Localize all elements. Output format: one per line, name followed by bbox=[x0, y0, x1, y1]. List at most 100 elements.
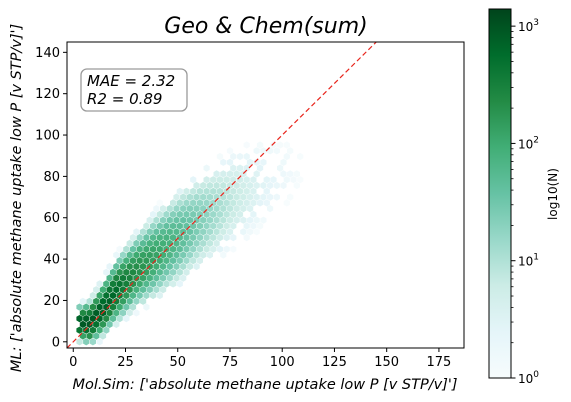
hexbin-cell bbox=[109, 291, 117, 300]
y-tick-label: 140 bbox=[35, 46, 60, 61]
stat-r2: R2 = 0.89 bbox=[87, 90, 162, 108]
colorbar-tick-label: 102 bbox=[518, 135, 539, 151]
hexbin-cell bbox=[150, 257, 157, 265]
hexbin-cell bbox=[250, 187, 257, 195]
hexbin-cell bbox=[270, 141, 277, 149]
hexbin-cell bbox=[170, 234, 177, 242]
hexbin-cell bbox=[133, 251, 140, 259]
hexbin-cell bbox=[230, 199, 237, 207]
hexbin-cell bbox=[126, 309, 133, 317]
hexbin-cell bbox=[143, 280, 150, 288]
hexbin-cell bbox=[173, 205, 180, 213]
hexbin-cell bbox=[116, 315, 123, 323]
hexbin-cell bbox=[133, 262, 140, 271]
hexbin-cell bbox=[260, 216, 267, 224]
hexbin-cell bbox=[153, 286, 160, 294]
colorbar-label: log10(N) bbox=[546, 168, 560, 220]
hexbin-cell bbox=[133, 239, 140, 247]
hexbin-cell bbox=[156, 245, 163, 253]
hexbin-cell bbox=[163, 257, 170, 265]
hexbin-cell bbox=[203, 222, 210, 230]
hexbin-cell bbox=[126, 239, 133, 247]
hexbin-cell bbox=[76, 326, 83, 334]
hexbin-cell bbox=[156, 199, 163, 207]
hexbin-cell bbox=[166, 228, 173, 236]
stat-mae: MAE = 2.32 bbox=[87, 72, 175, 90]
hexbin-cell bbox=[166, 216, 173, 224]
hexbin-cell bbox=[143, 291, 150, 300]
colorbar: 100 101 102 103 log10(N) bbox=[488, 8, 560, 386]
hexbin-cell bbox=[113, 274, 120, 282]
hexbin-cell bbox=[200, 239, 207, 247]
hexbin-cell bbox=[240, 193, 247, 201]
hexbin-cell bbox=[256, 141, 264, 149]
hexbin-cell bbox=[163, 280, 170, 288]
hexbin-cell bbox=[226, 158, 234, 166]
hexbin-cell bbox=[89, 338, 96, 346]
hexbin-cell bbox=[160, 216, 167, 224]
hexbin-cell bbox=[277, 164, 284, 172]
hexbin-cell bbox=[220, 170, 227, 178]
hexbin-cell bbox=[223, 245, 230, 253]
hexbin-cell bbox=[186, 239, 193, 247]
hexbin-cell bbox=[173, 193, 180, 201]
hexbin-cell bbox=[103, 291, 110, 300]
hexbin-cell bbox=[119, 251, 127, 259]
hexbin-cell bbox=[243, 141, 250, 149]
hexbin-cell bbox=[283, 141, 290, 149]
hexbin-cell bbox=[126, 297, 133, 305]
hexbin-cell bbox=[233, 193, 240, 201]
hexbin-cell bbox=[186, 228, 193, 236]
hexbin-cell bbox=[236, 210, 244, 218]
hexbin-cell bbox=[123, 245, 130, 253]
hexbin-cell bbox=[99, 332, 107, 340]
hexbin-cell bbox=[233, 181, 240, 190]
hexbin-cell bbox=[160, 228, 167, 236]
hexbin-cell bbox=[240, 181, 247, 190]
hexbin-cell bbox=[190, 187, 197, 195]
hexbin-cell bbox=[126, 274, 133, 282]
hexbin-cell bbox=[173, 262, 180, 271]
hexbin-cell bbox=[136, 234, 143, 242]
hexbin-cell bbox=[210, 210, 217, 218]
hexbin-cell bbox=[186, 262, 193, 271]
hexbin-cell bbox=[216, 187, 224, 195]
hexbin-cell bbox=[223, 222, 230, 230]
hexbin-cell bbox=[113, 320, 120, 328]
hexbin-cell bbox=[186, 205, 193, 213]
hexbin-cell bbox=[173, 239, 180, 247]
hexbin-cell bbox=[153, 251, 160, 259]
hexbin-cell bbox=[200, 251, 207, 259]
hexbin-cell bbox=[166, 251, 173, 259]
hexbin-cell bbox=[246, 193, 254, 201]
hexbin-cell bbox=[223, 210, 230, 218]
hexbin-cell bbox=[216, 176, 224, 184]
y-axis: 0 20 40 60 80 100 120 140 bbox=[35, 46, 67, 350]
hexbin-cell bbox=[176, 257, 183, 265]
hexbin-cell bbox=[206, 216, 213, 224]
hexbin-cell bbox=[210, 234, 217, 242]
hexbin-cell bbox=[146, 286, 153, 294]
hexbin-cell bbox=[196, 210, 203, 218]
y-tick-label: 0 bbox=[52, 335, 60, 350]
hexbin-cell bbox=[119, 309, 127, 317]
hexbin-cell bbox=[173, 251, 180, 259]
hexbin-cell bbox=[146, 216, 153, 224]
hexbin-cell bbox=[129, 257, 137, 265]
hexbin-cell bbox=[83, 326, 90, 334]
hexbin-cell bbox=[196, 187, 203, 195]
hexbin-cell bbox=[200, 216, 207, 224]
hexbin-cell bbox=[76, 338, 83, 346]
hexbin-cell bbox=[253, 216, 260, 224]
hexbin-cell bbox=[93, 309, 100, 317]
hexbin-cell bbox=[193, 262, 200, 271]
hexbin-cell bbox=[153, 205, 160, 213]
hexbin-cell bbox=[139, 262, 147, 271]
hexbin-cell bbox=[273, 193, 280, 201]
hexbin-cell bbox=[176, 199, 183, 207]
plot-frame bbox=[66, 41, 465, 349]
hexbin-cell bbox=[287, 193, 294, 201]
hexbin-cell bbox=[273, 147, 280, 155]
hexbin-cell bbox=[123, 280, 130, 288]
